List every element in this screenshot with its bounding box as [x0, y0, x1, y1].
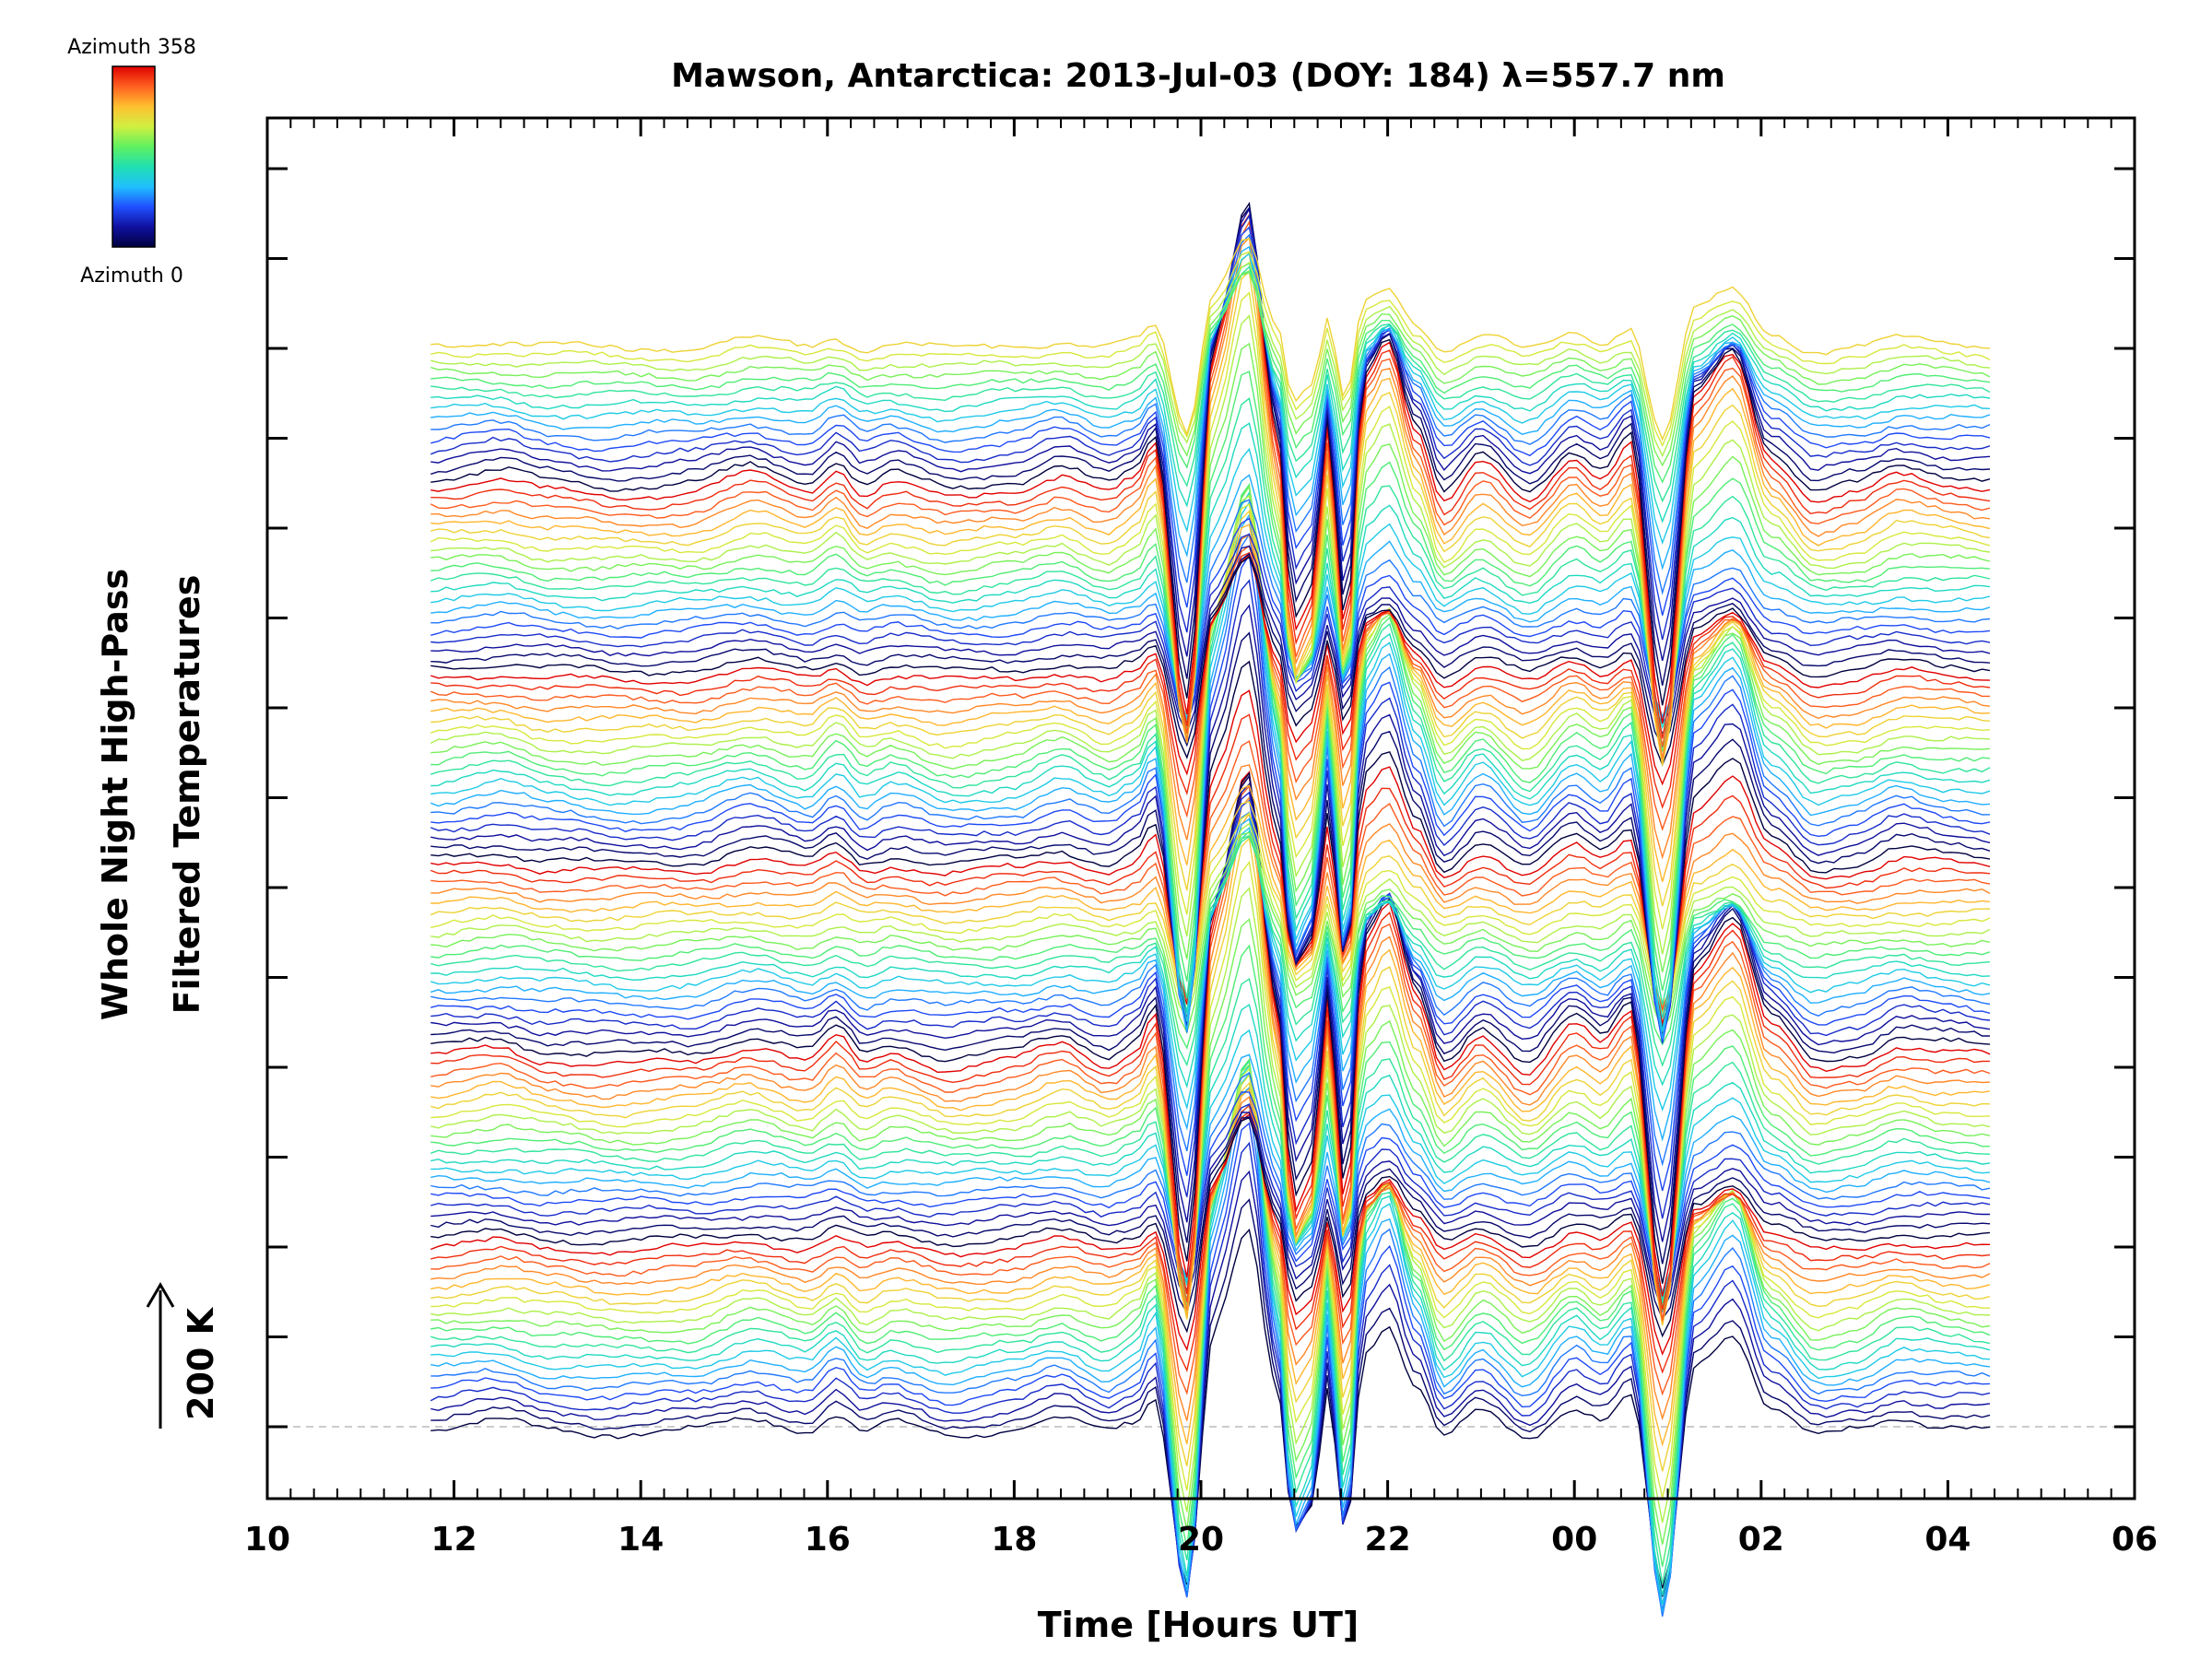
temperature-trace	[429, 1141, 1991, 1611]
temperature-trace	[430, 554, 1991, 786]
temperature-trace	[430, 270, 1991, 766]
temperature-trace	[430, 265, 1991, 503]
y-axis-label-line1: Whole Night High-Pass	[95, 569, 135, 1020]
scale-label: 200 K	[181, 1306, 221, 1420]
temperature-trace	[430, 1116, 1991, 1338]
temperature-trace	[430, 533, 1991, 727]
temperature-trace	[430, 252, 1991, 763]
colorbar-max-label: Azimuth 358	[67, 36, 196, 59]
x-tick-label: 02	[1738, 1521, 1784, 1559]
y-axis-ticks	[267, 167, 2135, 1429]
temperature-trace	[430, 812, 1991, 1324]
temperature-trace	[430, 1113, 1991, 1356]
temperature-trace	[430, 740, 1991, 1012]
temperature-trace	[430, 261, 1991, 458]
temperature-trace	[429, 291, 1991, 765]
temperature-trace	[430, 371, 1991, 747]
temperature-trace	[430, 1122, 1991, 1615]
temperature-trace	[430, 422, 1991, 730]
colorbar-min-label: Azimuth 0	[80, 265, 183, 288]
temperature-trace	[430, 314, 1991, 759]
temperature-trace	[430, 831, 1991, 1035]
temperature-trace	[430, 689, 1991, 1026]
x-tick-label: 14	[618, 1521, 664, 1559]
temperature-trace	[430, 795, 1991, 1322]
temperature-trace	[430, 1029, 1991, 1295]
x-tick-label: 22	[1365, 1521, 1411, 1559]
temperature-trace	[430, 579, 1991, 1042]
temperature-trace	[430, 342, 1991, 752]
temperature-trace	[430, 447, 1991, 723]
temperature-trace	[430, 604, 1991, 1038]
temperature-trace	[430, 556, 1991, 767]
x-tick-label: 04	[1924, 1521, 1971, 1559]
temperature-trace	[430, 397, 1991, 739]
temperature-trace	[430, 887, 1991, 1320]
scale-indicator: 200 K	[146, 1282, 221, 1429]
temperature-trace	[430, 834, 1991, 1050]
temperature-trace	[430, 545, 1991, 735]
temperature-trace	[430, 860, 1991, 1321]
temperature-trace	[430, 1003, 1991, 1301]
temperature-trace	[430, 918, 1991, 1312]
x-tick-label: 00	[1551, 1521, 1597, 1559]
x-tick-label: 12	[431, 1521, 477, 1559]
temperature-trace	[430, 1053, 1991, 1294]
azimuth-colorbar: Azimuth 358 Azimuth 0	[67, 36, 196, 288]
x-axis-ticks	[265, 118, 2136, 1499]
x-axis-label: Time [Hours UT]	[1038, 1605, 1359, 1645]
temperature-trace	[430, 812, 1991, 1014]
temperature-trace	[430, 238, 1991, 441]
x-tick-label: 18	[991, 1521, 1037, 1559]
temperature-trace	[430, 552, 1991, 748]
x-axis-tick-labels: 10 12 14 16 18 20 22 00 02 04 06	[244, 1521, 2158, 1559]
temperature-trace	[430, 835, 1991, 1067]
x-tick-label: 20	[1178, 1521, 1224, 1559]
temperature-trace	[430, 214, 1991, 641]
temperature-traces	[429, 201, 1991, 1618]
temperature-trace	[430, 269, 1991, 467]
temperature-trace	[430, 1112, 1990, 1313]
chart-title: Mawson, Antarctica: 2013-Jul-03 (DOY: 18…	[671, 57, 1725, 95]
temperature-trace	[430, 822, 1991, 1021]
x-tick-label: 10	[244, 1521, 290, 1559]
x-tick-label: 16	[805, 1521, 851, 1559]
x-tick-label: 06	[2112, 1521, 2158, 1559]
temperature-trace	[430, 1091, 1991, 1298]
temperature-trace	[430, 1198, 1991, 1597]
y-axis-label-line2: Filtered Temperatures	[167, 575, 207, 1015]
temperature-trace	[430, 499, 1991, 722]
scale-arrow-head	[146, 1282, 175, 1308]
temperature-trace	[430, 532, 1991, 1041]
temperature-trace	[430, 1116, 1991, 1321]
temperature-trace	[430, 1103, 1991, 1302]
temperature-trace	[430, 713, 1991, 1019]
temperature-trace	[430, 1228, 1991, 1589]
temperature-trace	[430, 517, 1991, 724]
temperature-trace	[430, 512, 1991, 1039]
temperature-trace	[430, 944, 1990, 1309]
temperature-trace	[430, 800, 1991, 1009]
temperature-trace	[430, 977, 1991, 1306]
temperature-trace	[430, 251, 1991, 448]
temperature-trace	[430, 474, 1991, 721]
temperature-trace	[430, 271, 1991, 484]
temperature-trace	[430, 553, 1991, 1044]
temperature-trace	[430, 1071, 1991, 1295]
colorbar-gradient	[112, 65, 156, 248]
temperature-trace	[430, 1170, 1991, 1605]
temperature-trace	[430, 660, 1991, 1030]
temperature-trace	[430, 784, 1991, 1008]
temperature-trace	[430, 837, 1991, 1326]
temperature-trace	[430, 764, 1991, 1008]
temperature-trace	[430, 631, 1991, 1036]
temperature-trace	[430, 1102, 1991, 1618]
